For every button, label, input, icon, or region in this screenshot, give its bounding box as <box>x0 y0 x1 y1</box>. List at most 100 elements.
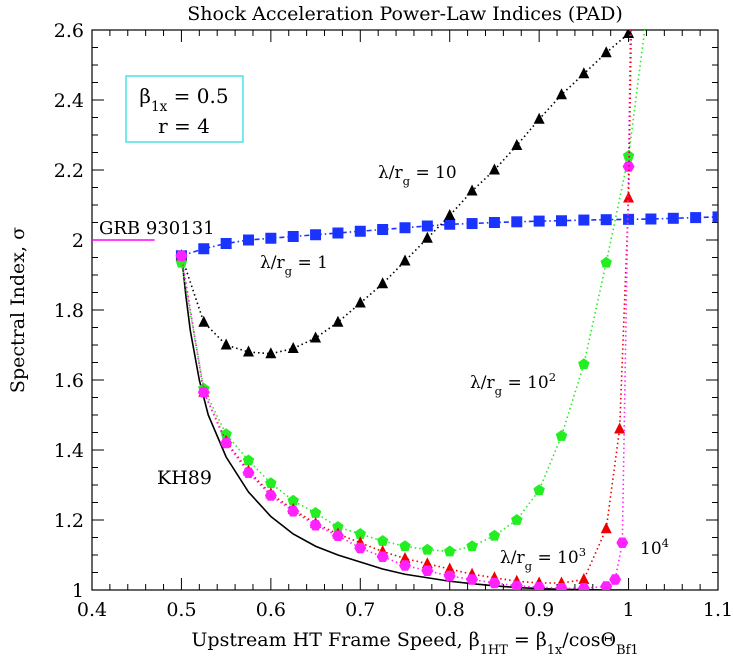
series-lambda-1e2-point <box>600 256 612 268</box>
series-lambda-1e4-point <box>220 437 233 449</box>
series-lambda-1e4-point <box>510 580 523 590</box>
series-lambda-1e2-point <box>332 521 344 532</box>
series-lambda-1-point <box>533 215 545 227</box>
series-lambda-1e2-point <box>376 535 389 546</box>
series-lambda-1-point <box>377 224 389 235</box>
chart-title: Shock Acceleration Power-Law Indices (PA… <box>187 3 622 25</box>
series-lambda-1e4-point <box>488 577 501 589</box>
y-tick-label: 1.6 <box>54 370 84 392</box>
series-lambda-1-point <box>421 220 433 232</box>
series-lambda-1e3-point <box>399 552 411 563</box>
series-lambda-10-point <box>377 277 389 289</box>
series-lambda-1-point <box>466 218 478 230</box>
series-lambda-1e4-point <box>175 250 188 261</box>
series-lambda-10-point <box>287 342 299 353</box>
series-lambda-1e4-point <box>555 583 568 590</box>
series-lambda-1e2-point <box>220 428 232 440</box>
y-tick-label: 1 <box>72 580 84 602</box>
series-lambda-10-point <box>220 338 232 350</box>
label-lambda-1: λ/rg = 1 <box>260 253 328 278</box>
x-tick-label: 0.4 <box>77 599 107 621</box>
series-lambda-10-point <box>600 46 612 58</box>
series-lambda-1e3-point <box>421 557 433 569</box>
series-lambda-1e4-point <box>354 542 367 554</box>
series-lambda-1e4-point <box>309 520 322 531</box>
series-lambda-1-point <box>265 232 277 244</box>
series-lambda-1e3-extension <box>627 30 633 199</box>
parameter-r: r = 4 <box>158 114 210 138</box>
x-tick-label: 1 <box>623 599 635 621</box>
series-lambda-1e2-point <box>399 540 411 552</box>
series-lambda-1-point <box>332 227 344 239</box>
series-lambda-1-point <box>399 222 411 234</box>
series-lambda-10-point <box>265 347 277 359</box>
series-lambda-1-point <box>310 229 322 241</box>
series-lambda-1e4-point <box>399 560 411 571</box>
y-tick-label: 2 <box>72 230 84 252</box>
series-lambda-1e4-point <box>242 467 255 478</box>
series-lambda-1-point <box>578 214 590 226</box>
x-tick-label: 1.1 <box>703 599 733 621</box>
series-lambda-1e3-point <box>578 573 590 584</box>
series-lambda-1e4-point <box>533 582 546 590</box>
series-lambda-1-point <box>354 225 366 237</box>
series-lambda-10-point <box>444 209 456 220</box>
series-lambda-10-point <box>310 331 322 343</box>
series-lambda-1-point <box>444 218 456 230</box>
x-tick-label: 0.8 <box>435 599 465 621</box>
parameter-box <box>125 75 244 143</box>
y-tick-label: 1.2 <box>54 510 84 532</box>
series-lambda-1e4-point <box>577 583 590 590</box>
series-lambda-1-point <box>243 234 254 246</box>
y-tick-label: 2.4 <box>54 90 84 112</box>
series-lambda-1e2-point <box>287 494 299 506</box>
x-tick-label: 0.5 <box>166 599 196 621</box>
series-lambda-10-point <box>354 296 366 308</box>
label-lambda-1e3: λ/rg = 103 <box>500 545 586 573</box>
series-lambda-1e2-point <box>265 477 277 489</box>
series-lambda-1e4-point <box>466 574 479 585</box>
series-lambda-1e3-point <box>444 562 456 574</box>
label-lambda-1e2: λ/rg = 102 <box>470 370 556 398</box>
series-lambda-1e4-point <box>197 387 210 398</box>
series-lambda-1e2-point <box>466 540 478 552</box>
series-lambda-1e4-point <box>287 506 300 517</box>
y-tick-label: 1.4 <box>54 440 84 462</box>
series-lambda-10-point <box>556 88 567 100</box>
x-tick-label: 0.7 <box>345 599 375 621</box>
series-lambda-10-point <box>466 184 478 196</box>
label-lambda-10: λ/rg = 10 <box>378 163 457 188</box>
series-lambda-1e4-point <box>331 530 344 541</box>
series-lambda-1e4-point <box>376 551 389 562</box>
series-lambda-1e2-point <box>578 358 590 370</box>
series-lambda-1e4-point <box>622 161 635 172</box>
series-lambda-1-point <box>556 215 567 227</box>
series-lambda-10-point <box>243 345 254 357</box>
series-lambda-10-point <box>533 112 545 124</box>
y-tick-label: 2.6 <box>54 20 84 42</box>
kh89-curve <box>180 253 629 590</box>
series-lambda-1e2-point <box>511 514 523 525</box>
series-lambda-1e4-point <box>600 581 613 590</box>
series-lambda-1-point <box>623 213 635 225</box>
x-tick-label: 0.9 <box>524 599 554 621</box>
series-lambda-1e2-point <box>309 507 322 518</box>
x-axis-label: Upstream HT Frame Speed, β1HT = β1x/cosΘ… <box>191 629 638 658</box>
series-lambda-10-point <box>332 315 344 327</box>
series-lambda-1e4-point <box>616 537 629 548</box>
y-tick-label: 2.2 <box>54 160 84 182</box>
series-lambda-1e2-extension <box>627 30 646 157</box>
label-lambda-1e4: 104 <box>640 536 669 559</box>
series-lambda-1-point <box>511 216 523 228</box>
series-lambda-10-point <box>488 163 500 175</box>
series-lambda-1e4-point <box>609 574 622 585</box>
series-lambda-10-point <box>421 231 433 243</box>
series-lambda-1e3-point <box>600 522 612 534</box>
series-lambda-1e2-point <box>533 484 545 496</box>
series-lambda-10-point <box>399 254 411 266</box>
series-lambda-10-point <box>578 67 590 79</box>
x-tick-label: 0.6 <box>256 599 286 621</box>
series-lambda-1e4-point <box>421 565 434 576</box>
